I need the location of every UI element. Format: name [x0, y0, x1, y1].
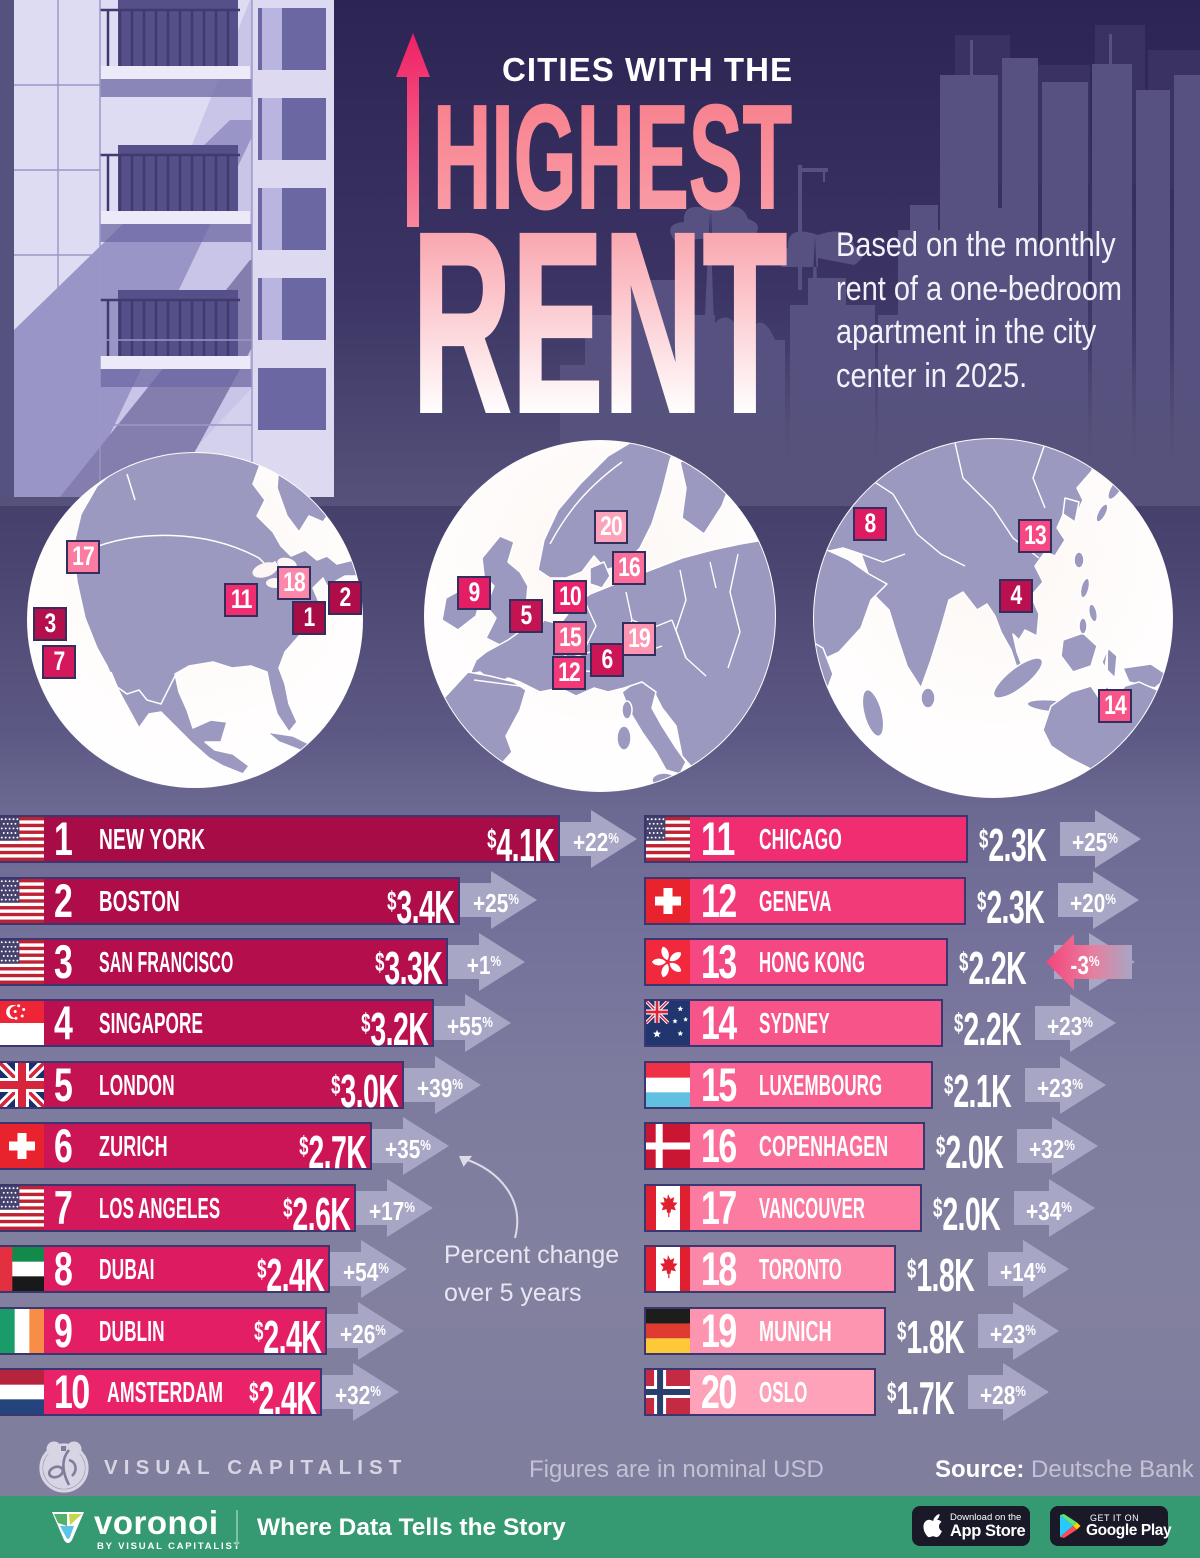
svg-text:RENT: RENT [412, 180, 787, 425]
svg-text:HIGHEST: HIGHEST [433, 75, 792, 240]
svg-text:CITIES WITH THE: CITIES WITH THE [502, 51, 792, 88]
